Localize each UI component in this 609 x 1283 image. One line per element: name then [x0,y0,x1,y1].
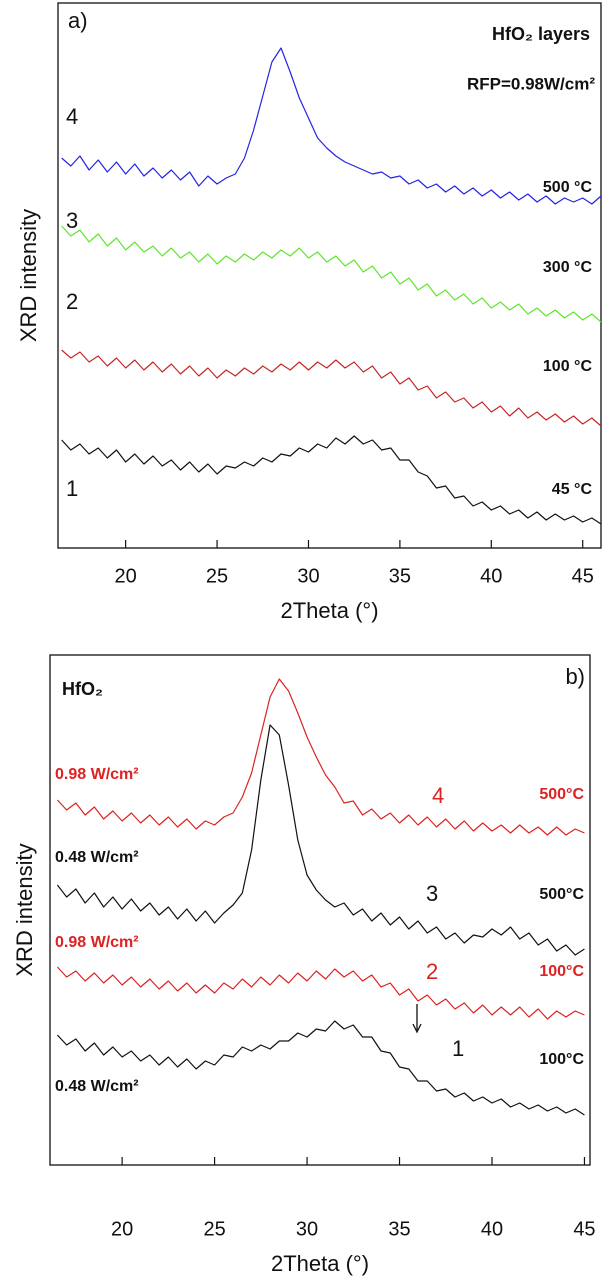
y-axis-label: XRD intensity [12,843,37,976]
x-tick-label: 35 [388,1218,410,1240]
arrow-head [412,1023,422,1034]
x-tick-label: 35 [389,565,411,587]
chart-title: HfO₂ [62,679,103,699]
temperature-label: 45 °C [552,481,593,498]
temperature-label: 500°C [539,786,584,803]
x-axis-label: 2Theta (°) [280,598,378,623]
temperature-label: 100 °C [543,358,593,375]
x-tick-label: 25 [203,1218,225,1240]
chart-title: HfO₂ layers [492,24,590,44]
plot-frame [49,654,591,1166]
series-line [61,47,602,205]
series-line [56,966,585,1020]
series-name: 3 [66,208,78,233]
panel-label: a) [68,8,88,33]
power-label: 0.98 W/cm² [55,934,139,951]
x-tick-label: 45 [572,565,594,587]
series-name: 1 [66,476,78,501]
chart-subtitle: RFP=0.98W/cm² [467,74,595,93]
temperature-label: 500°C [539,886,584,903]
temperature-label: 100°C [539,1051,584,1068]
series-line [56,678,585,836]
x-tick-label: 30 [296,1218,318,1240]
power-label: 0.48 W/cm² [55,1078,139,1095]
temperature-label: 300 °C [543,259,593,276]
x-tick-label: 45 [573,1218,595,1240]
series-name: 1 [452,1036,464,1061]
series-name: 3 [426,881,438,906]
temperature-label: 100°C [539,963,584,980]
series-name: 2 [66,289,78,314]
power-label: 0.98 W/cm² [55,766,139,783]
temperature-label: 500 °C [543,179,593,196]
x-tick-label: 25 [206,565,228,587]
x-tick-label: 20 [115,565,137,587]
series-name: 4 [66,104,78,129]
x-axis-label: 2Theta (°) [271,1251,369,1276]
series-line [61,435,602,525]
series-name: 2 [426,959,438,984]
x-tick-label: 30 [297,565,319,587]
power-label: 0.48 W/cm² [55,849,139,866]
x-tick-label: 40 [480,565,502,587]
plot-frame [57,2,602,549]
panel-label: b) [565,664,585,689]
x-tick-label: 20 [111,1218,133,1240]
series-line [56,724,585,956]
series-name: 4 [432,783,444,808]
series-line [56,1020,585,1116]
x-tick-label: 40 [481,1218,503,1240]
series-line [61,349,602,427]
y-axis-label: XRD intensity [16,209,41,342]
series-line [61,225,602,323]
